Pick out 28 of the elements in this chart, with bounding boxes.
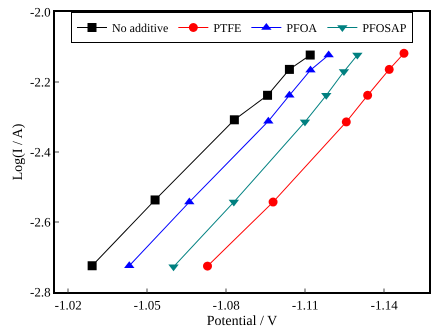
point: [399, 48, 408, 58]
point: [263, 90, 272, 100]
point: [342, 117, 351, 126]
legend-label: PTFE: [213, 21, 242, 36]
y-tick-label: -2.8: [30, 284, 51, 300]
point: [150, 195, 160, 204]
y-tick-label: -2.0: [30, 4, 51, 20]
point: [284, 64, 294, 74]
legend-label: No additive: [112, 21, 168, 36]
x-axis-title: Potential / V: [206, 314, 278, 330]
y-tick-label: -2.2: [30, 74, 51, 90]
y-axis-title: Log(I / A): [11, 123, 26, 180]
y-tick-label: -2.4: [30, 144, 52, 160]
x-tick-label: -1.08: [212, 297, 240, 312]
x-tick-label: -1.02: [54, 297, 82, 312]
point: [363, 90, 372, 100]
y-tick-label: -2.6: [30, 214, 52, 230]
point: [88, 261, 97, 270]
point: [384, 64, 394, 74]
legend-label: PFOA: [286, 21, 318, 36]
point: [268, 198, 278, 207]
x-tick-label: -1.11: [292, 297, 319, 312]
point: [203, 262, 212, 271]
point: [306, 50, 315, 60]
legend-label: PFOSAP: [362, 21, 407, 36]
x-tick-label: -1.05: [134, 297, 161, 312]
point: [230, 115, 239, 124]
x-tick-label: -1.14: [370, 297, 398, 312]
